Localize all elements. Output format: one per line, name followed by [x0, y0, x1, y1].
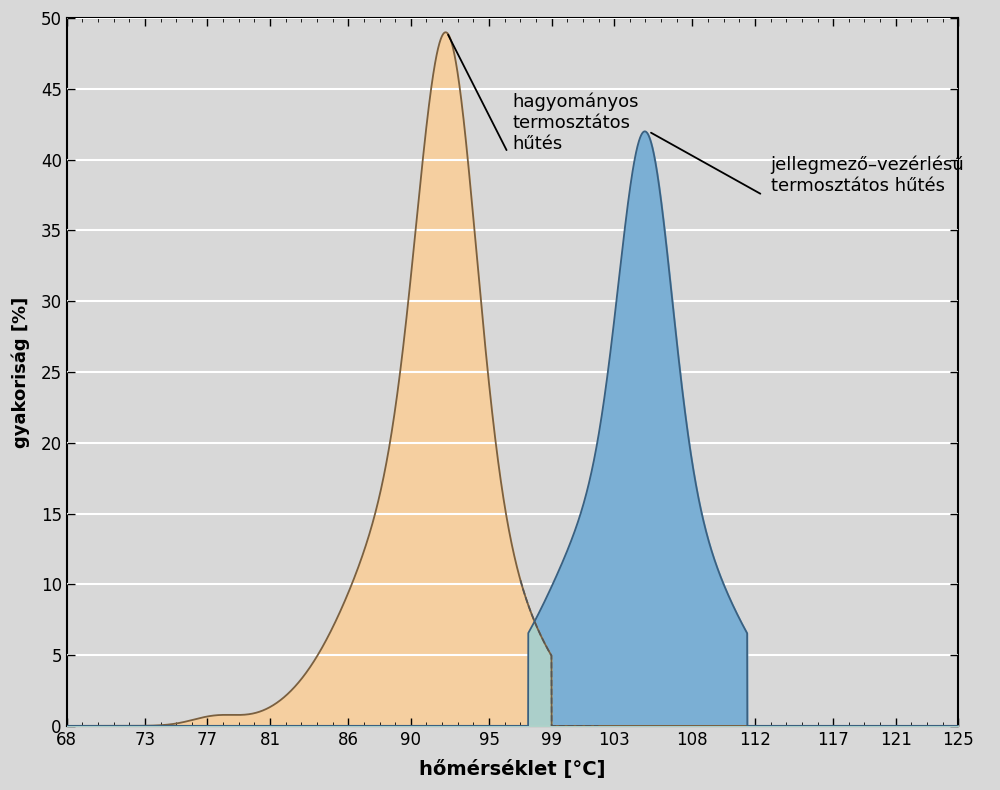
Y-axis label: gyakoriság [%]: gyakoriság [%]: [11, 296, 30, 448]
X-axis label: hőmérséklet [°C]: hőmérséklet [°C]: [419, 760, 606, 779]
Text: hagyományos
termosztátos
hűtés: hagyományos termosztátos hűtés: [513, 92, 639, 152]
Text: jellegmező–vezérlésű
termosztátos hűtés: jellegmező–vezérlésű termosztátos hűtés: [771, 156, 964, 195]
